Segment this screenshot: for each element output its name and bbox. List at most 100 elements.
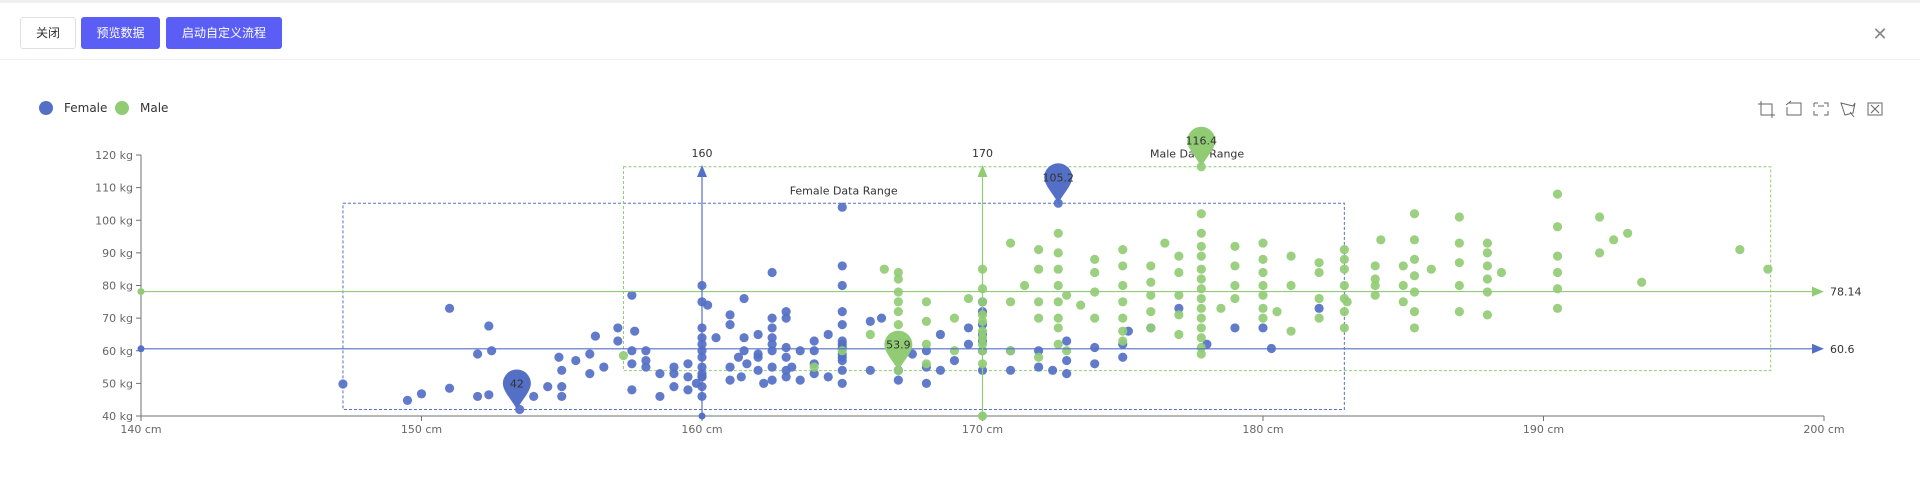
data-point-female[interactable] — [935, 365, 946, 375]
data-point-female[interactable] — [865, 316, 875, 326]
data-point-female[interactable] — [823, 372, 833, 382]
data-point-female[interactable] — [1314, 303, 1324, 313]
data-point-male[interactable] — [1216, 303, 1226, 313]
data-point-male[interactable] — [1019, 280, 1030, 291]
data-point-male[interactable] — [1409, 271, 1420, 281]
data-point-male[interactable] — [1496, 267, 1507, 278]
data-point-female[interactable] — [753, 365, 763, 375]
data-point-male[interactable] — [1482, 274, 1492, 284]
data-point-male[interactable] — [1314, 313, 1324, 323]
data-point-female[interactable] — [725, 362, 735, 372]
data-point-male[interactable] — [1339, 280, 1349, 291]
data-point-female[interactable] — [781, 352, 791, 362]
data-point-male[interactable] — [1196, 264, 1206, 274]
data-point-male[interactable] — [1118, 336, 1128, 346]
data-point-male[interactable] — [1196, 303, 1206, 313]
data-point-male[interactable] — [949, 313, 960, 323]
data-point-male[interactable] — [1118, 326, 1128, 336]
data-point-male[interactable] — [1286, 326, 1296, 336]
data-point-male[interactable] — [618, 351, 629, 361]
data-point-male[interactable] — [1286, 251, 1296, 261]
data-point-female[interactable] — [837, 307, 847, 317]
data-point-male[interactable] — [1118, 280, 1128, 291]
data-point-female[interactable] — [444, 303, 455, 313]
data-point-male[interactable] — [1090, 313, 1100, 323]
data-point-female[interactable] — [1062, 355, 1072, 366]
data-point-male[interactable] — [1230, 241, 1240, 251]
data-point-female[interactable] — [767, 313, 777, 323]
data-point-male[interactable] — [1230, 280, 1240, 291]
data-point-female[interactable] — [921, 378, 932, 388]
data-point-male[interactable] — [1258, 267, 1268, 278]
data-point-male[interactable] — [1230, 261, 1240, 271]
zoom-select-icon[interactable] — [1758, 101, 1775, 118]
data-point-female[interactable] — [630, 326, 640, 336]
data-point-female[interactable] — [641, 355, 651, 366]
data-point-male[interactable] — [1454, 280, 1464, 291]
data-point-male[interactable] — [1409, 254, 1420, 264]
data-point-male[interactable] — [1370, 274, 1380, 284]
data-point-male[interactable] — [893, 297, 903, 307]
data-point-male[interactable] — [1174, 267, 1184, 278]
data-point-female[interactable] — [711, 333, 721, 343]
data-point-female[interactable] — [876, 313, 887, 323]
data-point-male[interactable] — [1196, 323, 1206, 333]
data-point-male[interactable] — [1398, 297, 1408, 307]
data-point-male[interactable] — [1062, 346, 1072, 356]
data-point-male[interactable] — [1053, 248, 1063, 258]
data-point-female[interactable] — [585, 349, 595, 359]
data-point-female[interactable] — [613, 323, 623, 333]
data-point-male[interactable] — [1376, 235, 1386, 245]
data-point-male[interactable] — [1053, 339, 1063, 349]
data-point-female[interactable] — [557, 391, 567, 402]
data-point-female[interactable] — [1230, 323, 1240, 333]
data-point-male[interactable] — [1314, 267, 1324, 278]
data-point-female[interactable] — [1118, 352, 1128, 362]
data-point-female[interactable] — [837, 336, 847, 346]
data-point-female[interactable] — [487, 346, 497, 356]
data-point-male[interactable] — [1339, 254, 1349, 264]
data-point-male[interactable] — [1196, 251, 1206, 261]
data-point-male[interactable] — [1637, 277, 1647, 287]
data-point-male[interactable] — [809, 362, 819, 372]
data-point-male[interactable] — [1552, 189, 1563, 199]
data-point-female[interactable] — [627, 385, 637, 395]
data-point-male[interactable] — [1314, 258, 1324, 268]
data-point-female[interactable] — [759, 378, 769, 388]
data-point-female[interactable] — [963, 323, 974, 333]
data-point-male[interactable] — [1482, 238, 1492, 248]
mark-point-pin[interactable] — [1044, 163, 1073, 204]
data-point-female[interactable] — [837, 378, 847, 388]
data-point-female[interactable] — [837, 202, 847, 212]
data-point-male[interactable] — [1609, 235, 1619, 245]
data-point-male[interactable] — [1409, 323, 1420, 333]
data-point-female[interactable] — [893, 375, 903, 385]
data-point-male[interactable] — [1076, 300, 1086, 310]
data-point-male[interactable] — [1482, 261, 1492, 271]
data-point-male[interactable] — [1339, 307, 1349, 317]
data-point-male[interactable] — [1034, 352, 1044, 362]
data-point-male[interactable] — [1552, 267, 1563, 278]
data-point-male[interactable] — [1552, 222, 1563, 232]
data-point-female[interactable] — [402, 395, 413, 405]
data-point-female[interactable] — [837, 320, 847, 330]
data-point-male[interactable] — [1196, 241, 1206, 251]
data-point-male[interactable] — [1196, 209, 1206, 219]
data-point-female[interactable] — [641, 362, 651, 372]
data-point-male[interactable] — [1174, 290, 1184, 300]
start-custom-flow-button[interactable]: 启动自定义流程 — [166, 17, 282, 49]
data-point-female[interactable] — [655, 368, 665, 379]
data-point-female[interactable] — [557, 382, 567, 392]
data-point-male[interactable] — [1735, 245, 1745, 255]
data-point-female[interactable] — [669, 382, 679, 392]
data-point-female[interactable] — [543, 382, 553, 392]
data-point-female[interactable] — [767, 333, 777, 343]
data-point-male[interactable] — [1409, 209, 1420, 219]
data-point-male[interactable] — [1090, 254, 1100, 264]
data-point-male[interactable] — [1196, 333, 1206, 343]
data-point-female[interactable] — [627, 346, 637, 356]
data-point-male[interactable] — [1482, 310, 1492, 320]
data-point-male[interactable] — [1053, 297, 1063, 307]
data-point-male[interactable] — [1196, 228, 1206, 238]
data-point-male[interactable] — [1160, 238, 1170, 248]
